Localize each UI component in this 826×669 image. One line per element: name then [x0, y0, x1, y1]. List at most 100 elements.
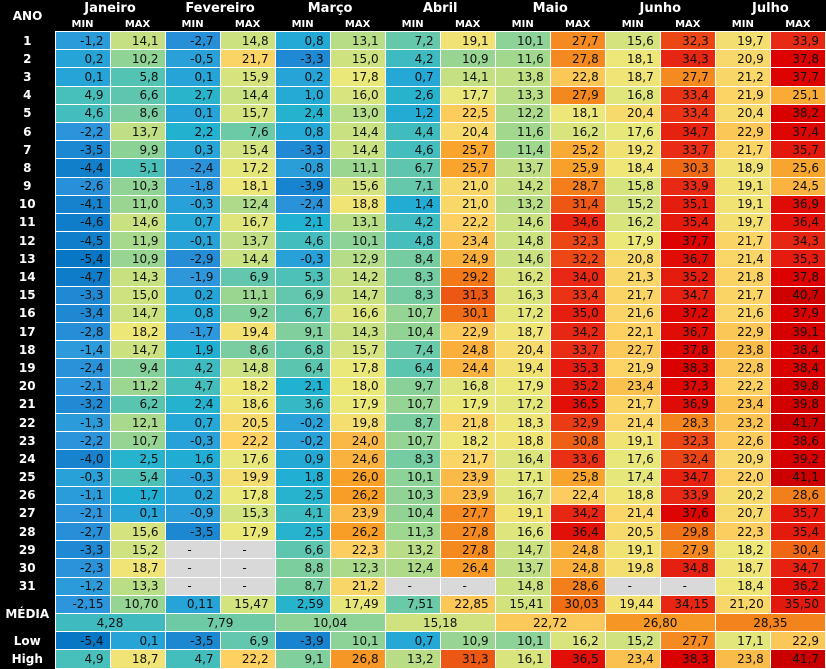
max-cell: 14,4 [219, 85, 276, 105]
max-cell: 27,8 [439, 522, 496, 542]
min-cell: -3,4 [54, 303, 111, 324]
max-cell: 5,1 [109, 158, 166, 178]
max-cell: 18,6 [219, 394, 276, 414]
summary-rows: MÉDIA -2,15 10,70 0,11 15,47 2,59 17,49 7,51 22,… [0, 594, 826, 669]
min-cell: 1,0 [274, 85, 331, 105]
max-cell: 14,1 [439, 67, 496, 87]
max-cell: 38,3 [659, 358, 716, 378]
month-header: Março [275, 0, 386, 17]
low-cell: 22,9 [769, 631, 826, 651]
max-cell: - [219, 540, 276, 560]
max-cell: 20,5 [219, 412, 276, 433]
max-cell: 18,7 [109, 558, 166, 578]
min-cell: 18,4 [604, 158, 661, 178]
min-cell: -2,1 [54, 503, 111, 524]
min-cell: 15,8 [604, 176, 661, 196]
max-cell: - [659, 576, 716, 596]
max-cell: 35,3 [769, 249, 826, 269]
max-cell: 38,4 [769, 340, 826, 360]
day-label: 20 [0, 377, 56, 396]
min-cell: 13,2 [384, 540, 441, 560]
min-cell: -2,4 [54, 358, 111, 378]
min-cell: 14,7 [494, 540, 551, 560]
min-cell: 13,8 [494, 67, 551, 87]
min-cell: 2,5 [274, 522, 331, 542]
max-cell: 19,9 [219, 467, 276, 487]
min-cell: 0,8 [274, 30, 331, 51]
max-cell: 15,7 [219, 103, 276, 123]
max-cell: 29,2 [439, 267, 496, 287]
min-cell: 18,7 [714, 558, 771, 578]
table-row: 18 -1,4 14,7 1,9 8,6 6,8 15,7 7,4 24,8 20,4 33,7 22… [0, 340, 826, 360]
max-cell: 33,4 [549, 285, 606, 305]
max-cell: 23,9 [439, 467, 496, 487]
max-cell: 30,1 [439, 303, 496, 324]
min-cell: 8,4 [384, 249, 441, 269]
min-cell: 20,9 [714, 49, 771, 69]
max-cell: 11,1 [329, 158, 386, 178]
max-cell: 22,3 [329, 540, 386, 560]
min-cell: 4,4 [384, 121, 441, 142]
min-cell: 2,7 [164, 85, 221, 105]
max-cell: 39,2 [769, 449, 826, 469]
min-cell: 22,9 [714, 321, 771, 342]
min-cell: 21,2 [714, 67, 771, 87]
max-cell: 25,9 [549, 158, 606, 178]
min-cell: 21,7 [604, 394, 661, 414]
max-cell: 23,9 [439, 485, 496, 505]
min-cell: 10,4 [384, 321, 441, 342]
day-label: 18 [0, 340, 56, 359]
min-cell: 22,8 [714, 358, 771, 378]
min-cell: 11,3 [384, 522, 441, 542]
max-cell: 27,7 [659, 67, 716, 87]
min-cell: 19,7 [714, 30, 771, 51]
media-row: MÉDIA -2,15 10,70 0,11 15,47 2,59 17,49 7,51 22,… [0, 594, 826, 632]
max-cell: 19,1 [439, 30, 496, 51]
high-cell: 23,8 [714, 649, 771, 669]
min-cell: 17,1 [494, 467, 551, 487]
media-cell: 15,47 [219, 594, 276, 615]
high-cell: 18,7 [109, 649, 166, 669]
max-cell: 34,2 [549, 503, 606, 524]
max-cell: 37,7 [769, 67, 826, 87]
max-cell: 17,8 [329, 358, 386, 378]
media-cell: 35,50 [769, 594, 826, 615]
min-cell: 18,7 [494, 321, 551, 342]
high-row: High 4,9 18,7 4,7 22,2 9,1 26,8 13,2 31,3 16,1 36,… [0, 649, 826, 669]
max-cell: 19,4 [219, 321, 276, 342]
min-cell: 10,7 [384, 394, 441, 414]
max-cell: 35,0 [549, 303, 606, 324]
table-row: 23 -2,2 10,7 -0,3 22,2 -0,2 24,0 10,7 18,2 18,8 30… [0, 431, 826, 451]
max-cell: 24,4 [439, 358, 496, 378]
max-cell: 11,2 [109, 376, 166, 396]
max-cell: 34,8 [659, 558, 716, 578]
table-row: 8 -4,4 5,1 -2,4 17,2 -0,8 11,1 6,7 25,7 13,7 25,9 1… [0, 158, 826, 178]
min-cell: 21,7 [714, 231, 771, 251]
max-cell: 32,4 [659, 449, 716, 469]
min-cell: -0,3 [164, 194, 221, 214]
max-cell: 26,2 [329, 522, 386, 542]
min-cell: 21,6 [604, 303, 661, 324]
month-average-row: 4,28 7,79 10,04 15,18 22,72 26,80 28,35 [0, 612, 826, 633]
max-cell: 21,0 [439, 176, 496, 196]
low-cell: 27,7 [659, 631, 716, 651]
min-cell: 17,9 [604, 231, 661, 251]
low-cell: 0,7 [384, 631, 441, 651]
month-average-cell: 22,72 [494, 612, 606, 633]
min-cell: 7,2 [384, 30, 441, 51]
min-cell: 8,7 [274, 576, 331, 596]
media-cell: -2,15 [54, 594, 111, 615]
max-cell: 37,2 [659, 303, 716, 324]
day-label: 28 [0, 522, 56, 541]
max-cell: 37,9 [769, 303, 826, 324]
min-cell: 9,1 [274, 321, 331, 342]
max-cell: 21,7 [219, 49, 276, 69]
day-label: 27 [0, 504, 56, 523]
min-header: MIN [385, 17, 441, 32]
max-cell: 10,2 [109, 49, 166, 69]
media-cell: 22,85 [439, 594, 496, 615]
min-cell: -2,7 [54, 522, 111, 542]
min-cell: 3,6 [274, 394, 331, 414]
min-cell: 20,4 [494, 340, 551, 360]
min-cell: 13,7 [494, 558, 551, 578]
